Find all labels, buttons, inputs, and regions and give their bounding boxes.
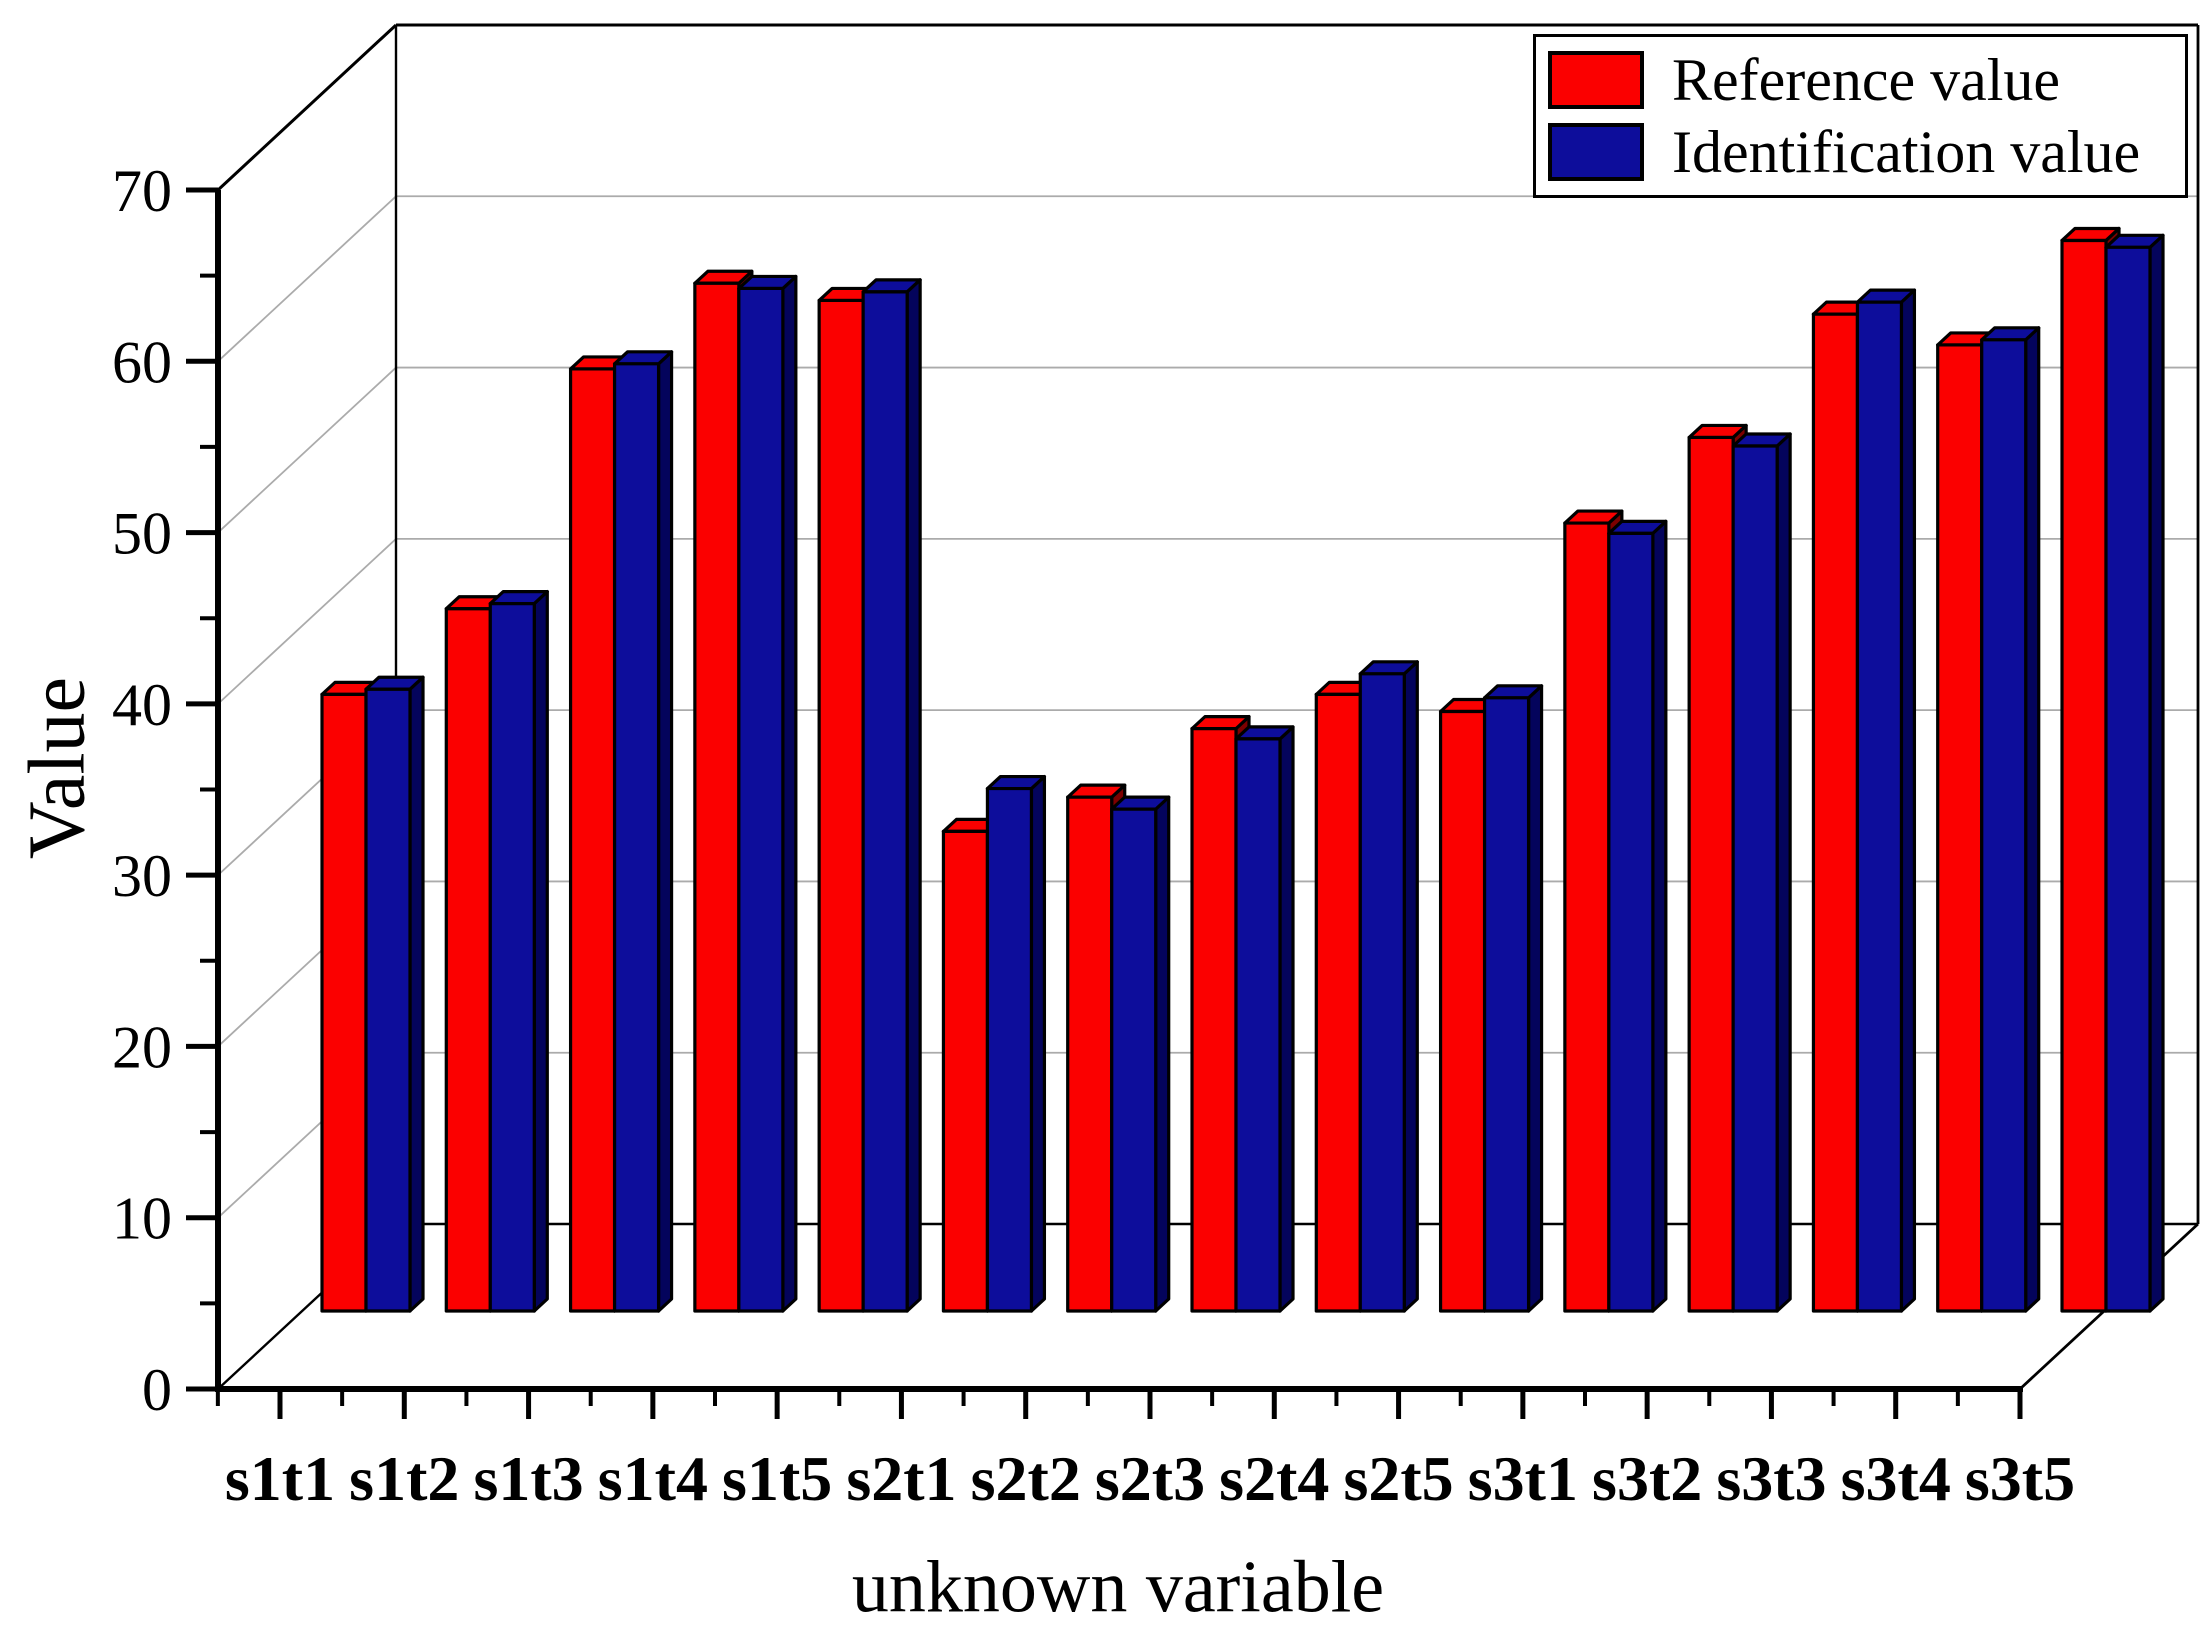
x-axis-title: unknown variable bbox=[851, 1546, 1385, 1629]
bar-reference-s2t1 bbox=[941, 829, 990, 1313]
x-tick-label-s1t4: s1t4 bbox=[598, 1443, 708, 1514]
bar-identification-s3t1 bbox=[1607, 531, 1655, 1313]
bar-identification-s2t4 bbox=[1358, 672, 1406, 1313]
x-tick-label-s3t1: s3t1 bbox=[1468, 1443, 1578, 1514]
x-tick-label-s2t4: s2t4 bbox=[1219, 1443, 1329, 1514]
bar-reference-s1t4 bbox=[693, 281, 741, 1313]
bar-side-identification-s1t1 bbox=[408, 675, 425, 1313]
bar-reference-s3t4 bbox=[1936, 343, 1984, 1313]
bar-reference-s1t2 bbox=[444, 607, 492, 1313]
gridline-leftwall-40 bbox=[217, 538, 397, 705]
x-tick-label-s3t4: s3t4 bbox=[1841, 1443, 1951, 1514]
y-tick-label-40: 40 bbox=[112, 672, 172, 738]
legend-swatch-reference-icon bbox=[1548, 50, 1644, 109]
x-tick-label-s2t1: s2t1 bbox=[846, 1443, 956, 1514]
bar-side-identification-s1t4 bbox=[781, 274, 798, 1313]
y-tick-label-70: 70 bbox=[112, 158, 172, 224]
x-tick-label-s2t5: s2t5 bbox=[1343, 1443, 1453, 1514]
x-tick-label-s3t3: s3t3 bbox=[1716, 1443, 1826, 1514]
bar-side-identification-s2t2 bbox=[1154, 795, 1171, 1313]
bar-reference-s1t1 bbox=[320, 692, 368, 1313]
y-tick-label-60: 60 bbox=[112, 329, 172, 395]
y-tick-label-10: 10 bbox=[112, 1186, 172, 1252]
bar-reference-s2t4 bbox=[1314, 692, 1362, 1313]
bar-identification-s2t5 bbox=[1482, 696, 1531, 1313]
bar-reference-s3t5 bbox=[2060, 238, 2108, 1313]
bar-side-identification-s1t2 bbox=[532, 589, 549, 1313]
y-tick-label-30: 30 bbox=[112, 843, 172, 909]
bar-side-identification-s3t1 bbox=[1651, 519, 1668, 1313]
x-tick-label-s2t3: s2t3 bbox=[1095, 1443, 1205, 1514]
bar-side-identification-s2t5 bbox=[1526, 684, 1544, 1313]
bar-identification-s3t3 bbox=[1855, 300, 1904, 1313]
x-tick-label-s1t5: s1t5 bbox=[722, 1443, 832, 1514]
bar-reference-s3t1 bbox=[1563, 521, 1611, 1313]
bar-side-identification-s3t5 bbox=[2148, 233, 2165, 1313]
bar-side-identification-s3t4 bbox=[2024, 326, 2041, 1313]
bar-reference-s3t3 bbox=[1811, 312, 1860, 1313]
bar-identification-s2t3 bbox=[1234, 737, 1282, 1313]
x-tick-label-s1t3: s1t3 bbox=[473, 1443, 583, 1514]
x-tick-label-s1t1: s1t1 bbox=[225, 1443, 335, 1514]
bar-reference-s1t3 bbox=[568, 367, 617, 1313]
x-tick-label-s2t2: s2t2 bbox=[971, 1443, 1081, 1514]
legend-row-reference: Reference value bbox=[1536, 50, 2185, 110]
bar-identification-s2t2 bbox=[1110, 807, 1158, 1313]
bar-identification-s1t4 bbox=[737, 286, 785, 1313]
bar-identification-s1t5 bbox=[861, 290, 909, 1313]
legend-label-reference: Reference value bbox=[1672, 46, 2061, 113]
bar-side-identification-s2t3 bbox=[1278, 725, 1295, 1313]
bar-side-identification-s1t5 bbox=[905, 278, 922, 1313]
bar-reference-s3t2 bbox=[1687, 435, 1735, 1313]
bar-side-identification-s3t3 bbox=[1899, 288, 1917, 1313]
gridline-leftwall-60 bbox=[217, 195, 397, 362]
bar-reference-s2t3 bbox=[1190, 727, 1238, 1313]
bar-side-identification-s2t1 bbox=[1029, 774, 1047, 1313]
x-tick-label-s3t2: s3t2 bbox=[1592, 1443, 1702, 1514]
bar-side-identification-s1t3 bbox=[656, 350, 674, 1313]
y-tick-label-0: 0 bbox=[142, 1357, 172, 1423]
bar-side-identification-s3t2 bbox=[1775, 432, 1792, 1313]
bar-identification-s1t1 bbox=[364, 687, 412, 1313]
bar-identification-s1t2 bbox=[488, 601, 536, 1313]
x-tick-label-s3t5: s3t5 bbox=[1965, 1443, 2075, 1514]
bar-reference-s1t5 bbox=[817, 298, 865, 1313]
y-axis-title: Value bbox=[13, 676, 102, 860]
bar-reference-s2t5 bbox=[1438, 709, 1487, 1313]
bar-identification-s3t4 bbox=[1980, 338, 2028, 1313]
bar-side-identification-s2t4 bbox=[1402, 660, 1419, 1313]
bar-reference-s2t2 bbox=[1066, 795, 1114, 1313]
bar-identification-s1t3 bbox=[612, 362, 661, 1313]
gridline-leftwall-50 bbox=[217, 366, 397, 534]
legend-row-identification: Identification value bbox=[1536, 122, 2185, 182]
bar-identification-s3t2 bbox=[1731, 444, 1779, 1313]
legend: Reference value Identification value bbox=[1533, 34, 2188, 198]
y-tick-label-20: 20 bbox=[112, 1014, 172, 1080]
bar-identification-s2t1 bbox=[985, 786, 1034, 1313]
x-tick-label-s1t2: s1t2 bbox=[349, 1443, 459, 1514]
legend-label-identification: Identification value bbox=[1672, 119, 2141, 186]
frame-topleft-edge bbox=[216, 23, 398, 192]
bar-identification-s3t5 bbox=[2104, 245, 2152, 1313]
y-tick-label-50: 50 bbox=[112, 501, 172, 567]
legend-swatch-identification-icon bbox=[1548, 123, 1644, 182]
